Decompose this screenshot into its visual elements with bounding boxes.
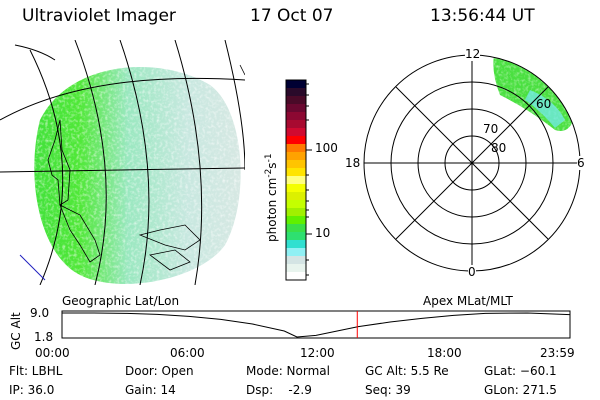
lat-80: 80 [491, 141, 507, 155]
x-tick-label: 12:00 [300, 346, 335, 360]
colorbar-band [286, 224, 306, 233]
colorbar-band [286, 240, 306, 249]
colorbar-band [286, 272, 306, 281]
colorbar-band [286, 144, 306, 153]
y-axis-label: GC Alt [9, 312, 23, 350]
colorbar-band [286, 80, 306, 89]
colorbar-band [286, 104, 306, 113]
colorbar-tick-100: 100 [315, 141, 338, 155]
colorbar-frame [285, 79, 307, 281]
colorbar-band [286, 232, 306, 241]
colorbar-band [286, 208, 306, 217]
colorbar-tick-10: 10 [315, 226, 331, 240]
mlt-18: 18 [345, 156, 361, 170]
x-tick-label: 18:00 [427, 346, 462, 360]
colorbar-band [286, 216, 306, 225]
colorbar-ticks [306, 83, 312, 276]
colorbar-band [286, 184, 306, 193]
status-field: Seq: 39 [365, 383, 411, 397]
status-field: Mode: Normal [246, 364, 330, 378]
colorbar [286, 80, 306, 281]
colorbar-band [286, 128, 306, 137]
y-tick-max: 9.0 [30, 306, 50, 320]
colorbar-band [286, 112, 306, 121]
instrument-title: Ultraviolet Imager [22, 6, 176, 26]
mlt-0: 0 [468, 265, 476, 279]
coastlines [47, 64, 245, 271]
status-field: Gain: 14 [125, 383, 176, 397]
x-tick-label: 23:59 [540, 346, 575, 360]
mlt-12: 12 [465, 47, 481, 61]
colorbar-band [286, 176, 306, 185]
time-label: 13:56:44 UT [430, 6, 535, 26]
status-field: Dsp: -2.9 [246, 383, 312, 397]
status-field: GLon: 271.5 [484, 383, 557, 397]
colorbar-band [286, 192, 306, 201]
colorbar-band [286, 168, 306, 177]
map-grid [0, 40, 245, 285]
status-field: Flt: LBHL [9, 364, 63, 378]
colorbar-band [286, 248, 306, 257]
colorbar-band [286, 88, 306, 97]
colorbar-band [286, 136, 306, 145]
status-field: Door: Open [125, 364, 194, 378]
status-field: GLat: −60.1 [484, 364, 557, 378]
colorbar-band [286, 120, 306, 129]
lat-70: 70 [483, 122, 499, 136]
polar-plot [363, 54, 581, 272]
altitude-series [62, 312, 570, 338]
colorbar-band [286, 256, 306, 265]
apex-title: Apex MLat/MLT [423, 294, 513, 308]
uvi-image [0, 40, 245, 285]
date-label: 17 Oct 07 [250, 6, 334, 26]
x-tick-label: 00:00 [35, 346, 70, 360]
altitude-plot [61, 310, 571, 339]
colorbar-band [286, 96, 306, 105]
y-tick-min: 1.8 [34, 330, 54, 344]
mlt-6: 6 [577, 156, 585, 170]
colorbar-band [286, 200, 306, 209]
geo-title: Geographic Lat/Lon [62, 294, 180, 308]
lat-60: 60 [536, 97, 552, 111]
status-field: GC Alt: 5.5 Re [365, 364, 449, 378]
colorbar-band [286, 160, 306, 169]
colorbar-band [286, 264, 306, 273]
colorbar-band [286, 152, 306, 161]
x-tick-label: 06:00 [170, 346, 205, 360]
colorbar-label: photon cm-2s-1 [264, 153, 279, 242]
status-field: IP: 36.0 [9, 383, 55, 397]
